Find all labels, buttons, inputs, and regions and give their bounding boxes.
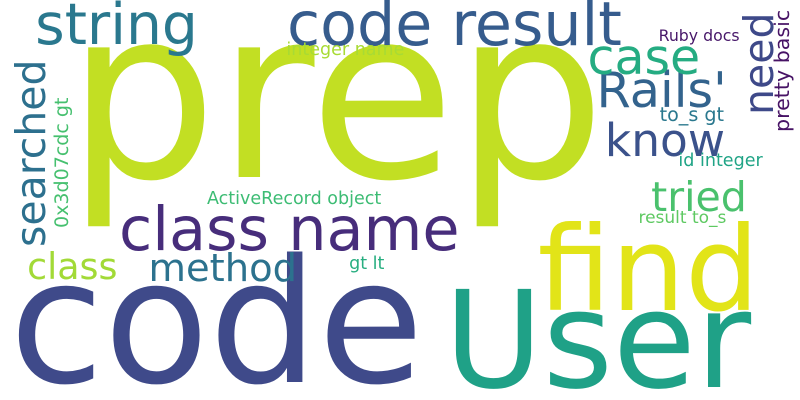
- word-searched: searched: [6, 59, 55, 248]
- word-prep: prep: [66, 0, 606, 233]
- word-rails: Rails': [596, 60, 727, 119]
- word-case: case: [587, 28, 701, 86]
- word-tried: tried: [651, 172, 747, 221]
- word-hexid-gt: 0x3d07cdc gt: [51, 97, 74, 229]
- word-code: code: [9, 223, 424, 400]
- word-method: method: [148, 245, 298, 291]
- word-id-integer: id integer: [678, 150, 763, 171]
- word-pretty-basic: pretty basic: [770, 9, 795, 133]
- word-class: class: [27, 244, 118, 288]
- word-activerecord-object: ActiveRecord object: [207, 188, 382, 209]
- word-to-s-gt: to_s gt: [659, 103, 725, 127]
- word-know: know: [604, 114, 725, 168]
- word-integer-name: integer name: [286, 39, 405, 60]
- word-string: string: [35, 0, 198, 59]
- word-gt-lt: gt lt: [349, 253, 385, 274]
- word-class-name: class name: [118, 194, 460, 265]
- word-result-to-s: result to_s: [638, 207, 727, 228]
- word-ruby-docs: Ruby docs: [658, 25, 740, 45]
- word-code-result: code result: [286, 0, 622, 60]
- word-find: find: [537, 202, 760, 339]
- word-user: User: [444, 261, 752, 400]
